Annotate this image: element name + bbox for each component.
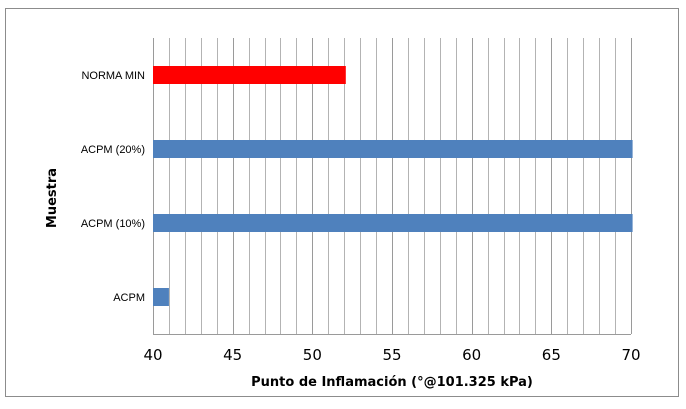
category-label: NORMA MIN [81,70,145,82]
category-labels: ACPM ACPM (10%) ACPM (20%) NORMA MIN [81,70,145,304]
bar-acpm-10 [153,214,633,232]
x-tick-label: 40 [143,346,162,364]
x-tick-label: 60 [462,346,481,364]
category-label: ACPM (10%) [81,218,145,230]
x-tick-label: 65 [542,346,561,364]
x-tick-label: 55 [382,346,401,364]
x-axis-title: Punto de Inflamación (°@101.325 kPa) [251,375,533,390]
x-tick-label: 45 [223,346,242,364]
bar-acpm-20 [153,140,633,158]
bars [153,66,633,306]
bar-norma-min [153,66,346,84]
x-tick-labels: 40 45 50 55 60 65 70 [143,346,640,364]
y-axis-title: Muestra [45,168,60,228]
category-label: ACPM [113,292,145,304]
grid-lines [153,38,632,335]
x-tick-label: 50 [303,346,322,364]
x-tick-label: 70 [621,346,640,364]
bar-acpm [153,288,169,306]
category-label: ACPM (20%) [81,144,145,156]
